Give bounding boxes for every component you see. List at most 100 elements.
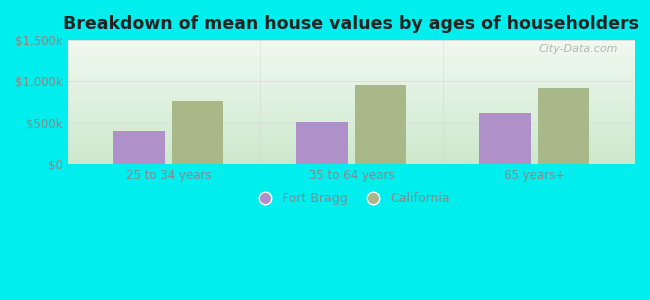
Bar xyxy=(113,131,164,164)
Bar xyxy=(68,149,635,151)
Bar xyxy=(68,133,635,134)
Bar xyxy=(68,74,635,75)
Bar xyxy=(68,143,635,144)
Bar xyxy=(68,106,635,107)
Bar xyxy=(68,71,635,72)
Bar xyxy=(68,102,635,104)
Bar xyxy=(68,110,635,111)
Bar xyxy=(68,111,635,112)
Bar xyxy=(68,95,635,96)
Bar xyxy=(68,130,635,131)
Bar xyxy=(68,75,635,76)
Bar xyxy=(68,155,635,157)
Bar xyxy=(68,116,635,117)
Bar xyxy=(68,136,635,137)
Bar xyxy=(68,85,635,86)
Bar xyxy=(68,154,635,155)
Bar xyxy=(68,124,635,126)
Bar xyxy=(68,122,635,123)
Bar xyxy=(68,43,635,44)
Bar xyxy=(68,61,635,62)
Bar xyxy=(68,157,635,158)
Bar xyxy=(68,121,635,122)
Bar xyxy=(68,153,635,154)
Bar xyxy=(68,113,635,115)
Bar xyxy=(68,97,635,98)
Bar xyxy=(68,51,635,52)
Bar xyxy=(68,87,635,88)
Bar xyxy=(68,138,635,140)
Bar xyxy=(68,69,635,70)
Bar xyxy=(68,142,635,143)
Bar xyxy=(68,91,635,92)
Bar xyxy=(68,98,635,100)
Bar xyxy=(68,94,635,95)
Bar xyxy=(68,62,635,64)
Bar xyxy=(68,82,635,84)
Bar xyxy=(68,141,635,142)
Bar xyxy=(68,118,635,119)
Bar xyxy=(68,77,635,79)
Bar xyxy=(68,146,635,147)
Bar xyxy=(68,40,635,41)
Bar xyxy=(68,132,635,133)
Bar xyxy=(172,101,223,164)
Bar xyxy=(68,144,635,145)
Bar xyxy=(68,126,635,127)
Bar xyxy=(68,128,635,130)
Bar xyxy=(68,76,635,77)
Bar xyxy=(68,158,635,159)
Bar xyxy=(68,148,635,149)
Title: Breakdown of mean house values by ages of householders: Breakdown of mean house values by ages o… xyxy=(63,15,640,33)
Bar xyxy=(68,55,635,56)
Bar xyxy=(68,163,635,164)
Bar xyxy=(68,127,635,128)
Bar xyxy=(68,49,635,50)
Bar xyxy=(68,112,635,113)
Bar xyxy=(68,160,635,162)
Bar xyxy=(480,113,530,164)
Bar xyxy=(68,140,635,141)
Bar xyxy=(68,86,635,87)
Bar xyxy=(68,54,635,55)
Bar xyxy=(355,85,406,164)
Bar xyxy=(68,58,635,59)
Bar xyxy=(68,48,635,49)
Bar xyxy=(68,96,635,97)
Bar xyxy=(68,81,635,82)
Bar xyxy=(68,45,635,46)
Bar xyxy=(68,70,635,71)
Bar xyxy=(68,72,635,74)
Bar xyxy=(68,108,635,110)
Bar xyxy=(68,137,635,138)
Bar xyxy=(68,159,635,160)
Bar xyxy=(68,92,635,94)
Bar xyxy=(68,131,635,132)
Bar xyxy=(68,119,635,121)
Bar xyxy=(68,107,635,108)
Bar xyxy=(68,65,635,66)
Bar xyxy=(68,79,635,80)
Bar xyxy=(68,147,635,148)
Bar xyxy=(68,41,635,43)
Bar xyxy=(68,80,635,81)
Bar xyxy=(68,52,635,54)
Bar xyxy=(68,151,635,152)
Bar xyxy=(68,103,635,105)
Bar xyxy=(68,105,635,106)
Bar xyxy=(538,88,590,164)
Bar xyxy=(68,134,635,136)
Bar xyxy=(68,59,635,60)
Bar xyxy=(68,90,635,91)
Bar xyxy=(68,152,635,153)
Bar xyxy=(68,66,635,68)
Bar xyxy=(68,68,635,69)
Legend: Fort Bragg, California: Fort Bragg, California xyxy=(248,187,455,210)
Bar xyxy=(68,101,635,102)
Bar xyxy=(68,115,635,116)
Bar xyxy=(68,56,635,58)
Bar xyxy=(68,46,635,48)
Bar xyxy=(68,88,635,90)
Bar xyxy=(68,100,635,101)
Bar xyxy=(68,162,635,163)
